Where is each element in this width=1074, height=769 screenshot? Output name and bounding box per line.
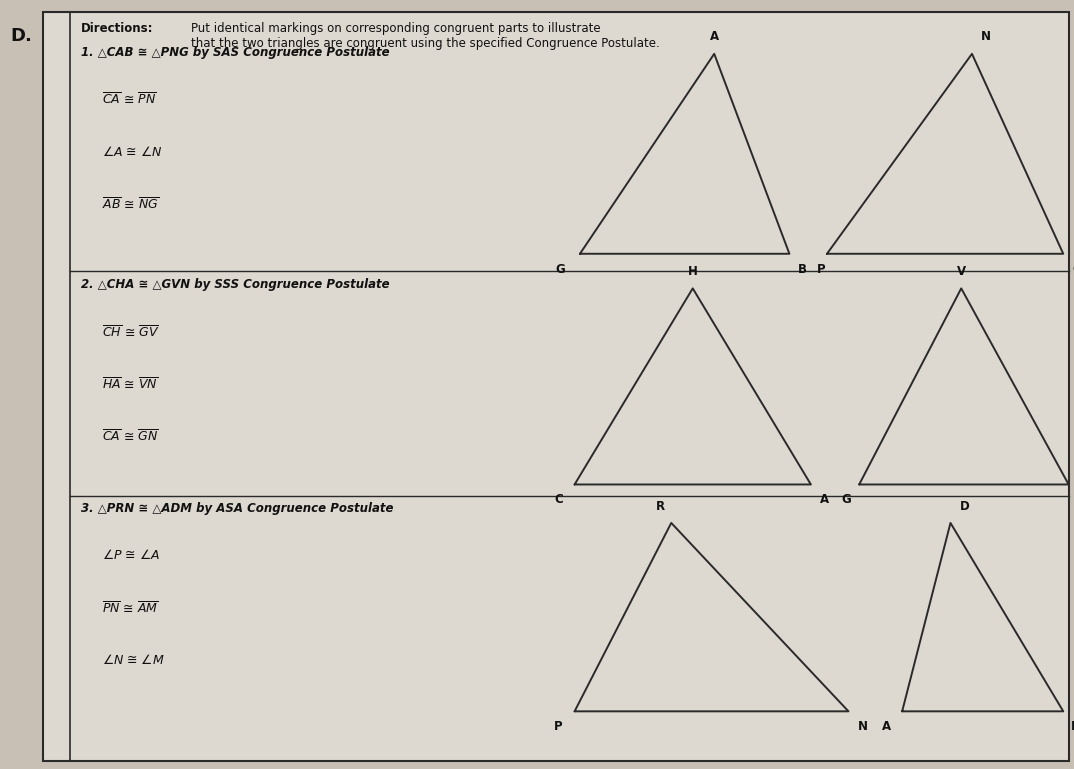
Text: A: A bbox=[710, 31, 719, 43]
Text: $\overline{CA}$ ≅ $\overline{PN}$: $\overline{CA}$ ≅ $\overline{PN}$ bbox=[102, 92, 157, 108]
Text: C: C bbox=[554, 494, 563, 506]
Text: $\overline{HA}$ ≅ $\overline{VN}$: $\overline{HA}$ ≅ $\overline{VN}$ bbox=[102, 377, 158, 393]
Text: G: G bbox=[1072, 263, 1074, 275]
Text: R: R bbox=[656, 500, 665, 512]
Text: D.: D. bbox=[11, 27, 32, 45]
Text: V: V bbox=[957, 265, 966, 278]
Text: G: G bbox=[555, 263, 566, 275]
Text: P: P bbox=[817, 263, 826, 275]
Text: 2. △CHA ≅ △GVN by SSS Congruence Postulate: 2. △CHA ≅ △GVN by SSS Congruence Postula… bbox=[81, 278, 389, 291]
Text: H: H bbox=[687, 265, 698, 278]
Text: $\overline{AB}$ ≅ $\overline{NG}$: $\overline{AB}$ ≅ $\overline{NG}$ bbox=[102, 197, 159, 213]
Text: $\angle P$ ≅ $\angle A$: $\angle P$ ≅ $\angle A$ bbox=[102, 548, 160, 562]
Text: 3. △PRN ≅ △ADM by ASA Congruence Postulate: 3. △PRN ≅ △ADM by ASA Congruence Postula… bbox=[81, 502, 393, 515]
Text: Put identical markings on corresponding congruent parts to illustrate
that the t: Put identical markings on corresponding … bbox=[191, 22, 659, 49]
Text: B: B bbox=[798, 263, 807, 275]
Text: N: N bbox=[981, 31, 991, 43]
Text: $\angle N$ ≅ $\angle M$: $\angle N$ ≅ $\angle M$ bbox=[102, 653, 164, 667]
Text: $\overline{PN}$ ≅ $\overline{AM}$: $\overline{PN}$ ≅ $\overline{AM}$ bbox=[102, 601, 159, 617]
FancyBboxPatch shape bbox=[43, 12, 1069, 761]
Text: N: N bbox=[857, 721, 868, 733]
Text: Directions:: Directions: bbox=[81, 22, 154, 35]
Text: M: M bbox=[1072, 721, 1074, 733]
Text: D: D bbox=[959, 500, 970, 512]
Text: A: A bbox=[821, 494, 829, 506]
Text: $\angle A$ ≅ $\angle N$: $\angle A$ ≅ $\angle N$ bbox=[102, 145, 162, 158]
Text: 1. △CAB ≅ △PNG by SAS Congruence Postulate: 1. △CAB ≅ △PNG by SAS Congruence Postula… bbox=[81, 46, 389, 59]
Text: $\overline{CA}$ ≅ $\overline{GN}$: $\overline{CA}$ ≅ $\overline{GN}$ bbox=[102, 429, 159, 445]
Text: G: G bbox=[841, 494, 852, 506]
Text: A: A bbox=[882, 721, 890, 733]
Text: $\overline{CH}$ ≅ $\overline{GV}$: $\overline{CH}$ ≅ $\overline{GV}$ bbox=[102, 325, 160, 341]
Text: P: P bbox=[554, 721, 563, 733]
